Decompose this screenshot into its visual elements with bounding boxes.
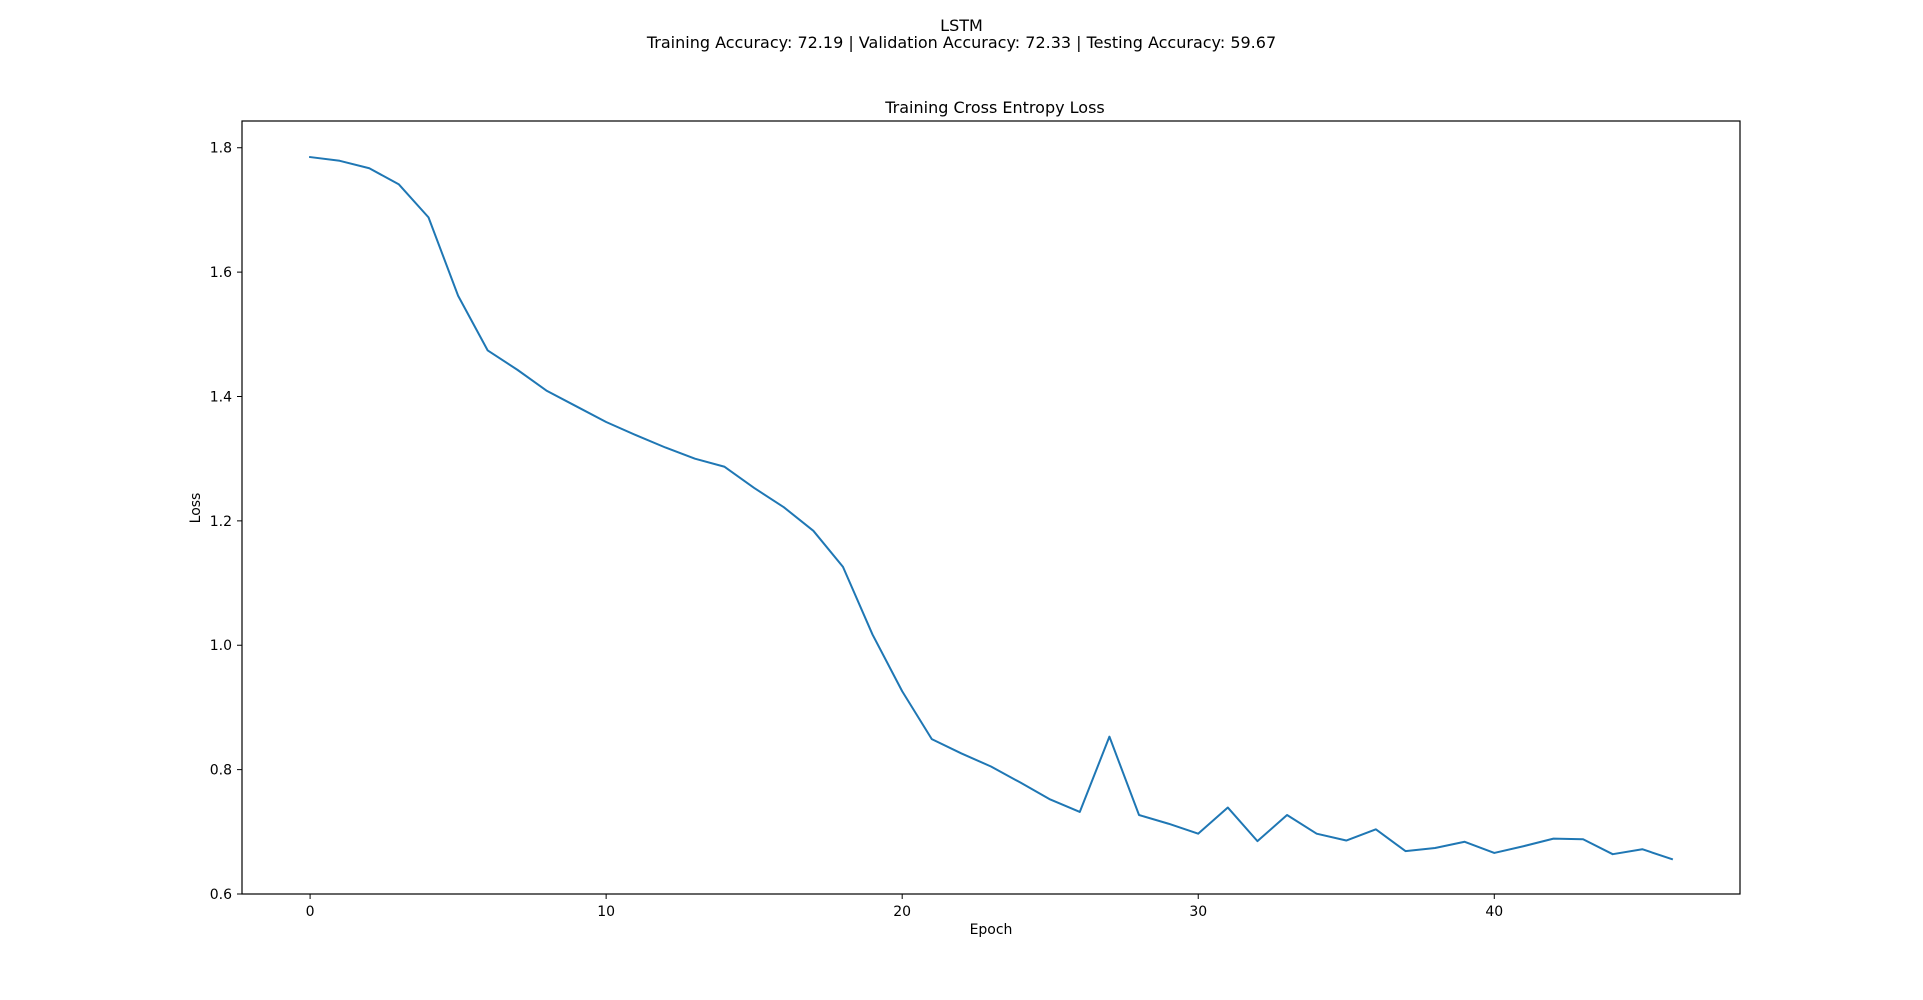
axes-title: Training Cross Entropy Loss — [884, 98, 1105, 117]
y-tick-label: 1.0 — [210, 638, 232, 654]
x-tick-label: 20 — [893, 904, 911, 920]
y-tick-label: 0.6 — [210, 887, 232, 903]
y-axis-label: Loss — [188, 493, 204, 524]
y-tick-label: 1.6 — [210, 265, 232, 281]
figure-subtitle: Training Accuracy: 72.19 | Validation Ac… — [646, 33, 1277, 52]
loss-line — [308, 155, 1674, 861]
x-tick-label: 30 — [1189, 904, 1207, 920]
y-tick-label: 1.4 — [210, 389, 232, 405]
figure-title: LSTM — [940, 16, 983, 35]
x-axis-label: Epoch — [970, 922, 1013, 938]
y-tick-label: 1.8 — [210, 141, 232, 157]
x-tick-label: 40 — [1485, 904, 1503, 920]
x-tick-label: 0 — [306, 904, 315, 920]
x-tick-label: 10 — [597, 904, 615, 920]
y-tick-label: 1.2 — [210, 514, 232, 530]
plot-frame — [241, 120, 1741, 895]
axis-ticks: 0 10 20 30 40 0.6 0.8 1.0 1.2 1.4 1.6 1.8 — [210, 141, 1503, 920]
y-tick-label: 0.8 — [210, 763, 232, 779]
